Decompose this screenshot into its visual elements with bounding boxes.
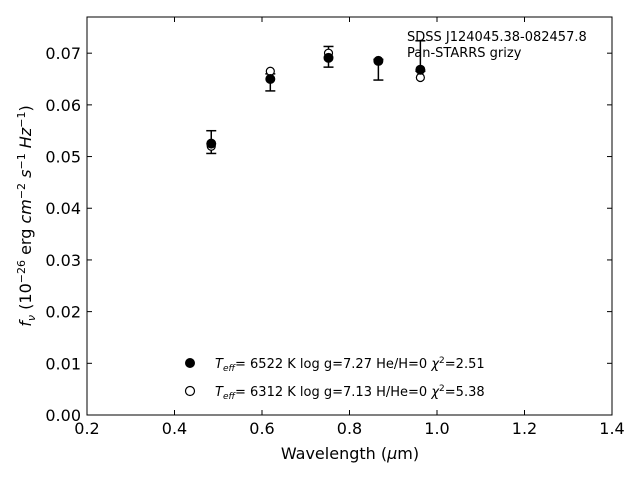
filled-circle-point xyxy=(415,64,426,75)
y-tick-label: 0.06 xyxy=(45,96,81,115)
y-axis-label: fν (10−26 erg cm−2 s−1 Hz−1) xyxy=(15,105,38,326)
x-axis-label: Wavelength (μm) xyxy=(281,444,419,463)
x-tick-label: 0.8 xyxy=(337,419,362,438)
x-tick-label: 1.4 xyxy=(599,419,624,438)
error-bars xyxy=(206,40,426,155)
y-tick-label: 0.00 xyxy=(45,406,81,425)
annotation-line-1: SDSS J124045.38-082457.8 xyxy=(407,30,587,45)
x-ticks: 0.2 0.4 0.6 0.8 1.0 1.2 1.4 xyxy=(74,17,625,438)
y-tick-label: 0.03 xyxy=(45,251,81,270)
filled-circle-point xyxy=(206,138,217,149)
y-tick-label: 0.01 xyxy=(45,354,81,373)
filled-circle-point xyxy=(265,74,276,85)
y-tick-label: 0.07 xyxy=(45,44,81,63)
y-tick-label: 0.04 xyxy=(45,199,81,218)
filled-circle-point xyxy=(323,52,334,63)
y-tick-label: 0.02 xyxy=(45,303,81,322)
legend-entry-2: Teff= 6312 K log g=7.13 H/He=0 χ2=5.38 xyxy=(215,384,485,402)
annotation-line-2: Pan-STARRS grizy xyxy=(407,46,522,61)
plot-frame xyxy=(86,16,613,416)
x-tick-label: 0.2 xyxy=(74,419,99,438)
legend: Teff= 6522 K log g=7.27 He/H=0 χ2=2.51 T… xyxy=(184,356,485,402)
x-tick-label: 0.6 xyxy=(249,419,274,438)
legend-marker-open xyxy=(184,385,196,397)
data-markers xyxy=(206,48,426,151)
filled-circle-point xyxy=(373,55,384,66)
y-tick-label: 0.05 xyxy=(45,148,81,167)
x-tick-label: 0.4 xyxy=(162,419,187,438)
x-tick-label: 1.2 xyxy=(512,419,537,438)
legend-marker-filled xyxy=(185,358,195,368)
legend-entry-1: Teff= 6522 K log g=7.27 He/H=0 χ2=2.51 xyxy=(215,356,485,374)
x-tick-label: 1.0 xyxy=(424,419,449,438)
y-ticks: 0.00 0.01 0.02 0.03 0.04 0.05 0.06 0.07 xyxy=(45,44,612,425)
